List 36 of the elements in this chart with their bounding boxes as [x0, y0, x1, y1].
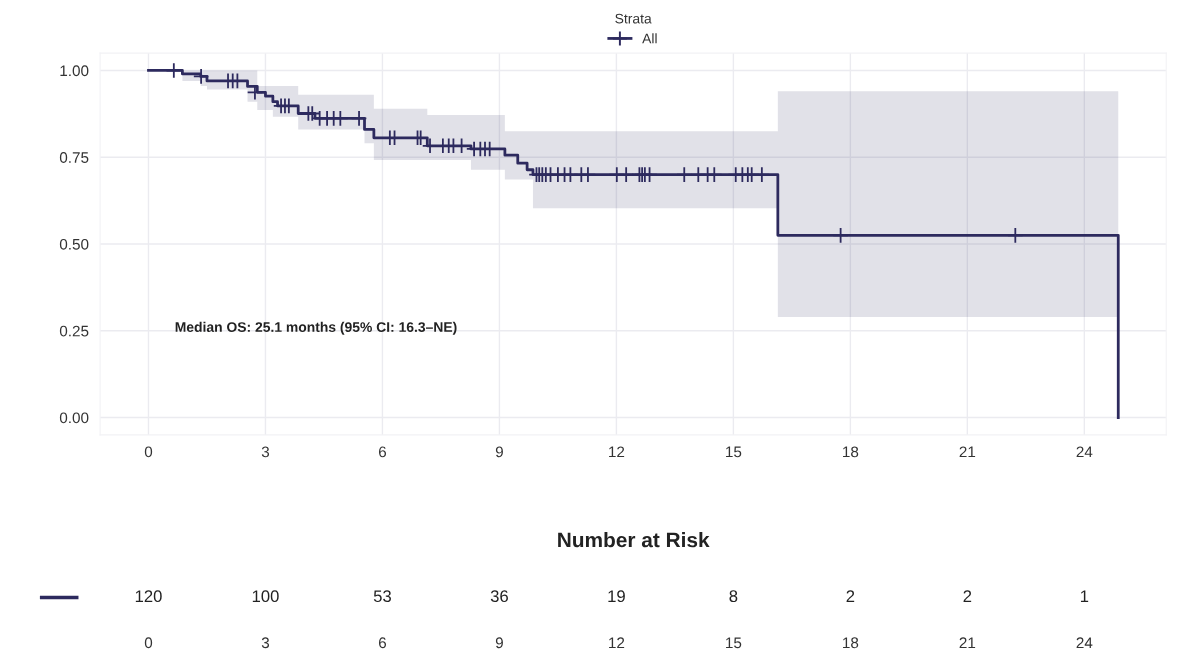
legend-label: All — [642, 33, 657, 44]
data-label: 36 — [490, 590, 508, 603]
x-tick-label: 24 — [1076, 637, 1093, 649]
legend-title: Strata — [615, 13, 652, 24]
y-tick-label: 0.75 — [59, 152, 89, 163]
data-label: 1 — [1080, 590, 1089, 602]
x-tick-label: 6 — [378, 637, 387, 649]
y-tick-label: 0.25 — [59, 325, 89, 337]
data-label: 19 — [608, 590, 625, 603]
data-label: 8 — [729, 590, 738, 603]
x-tick-label: 6 — [378, 446, 387, 458]
y-tick-label: 0.50 — [59, 238, 89, 250]
data-label: 53 — [373, 590, 391, 603]
data-label: 100 — [252, 590, 279, 603]
annotation: Median OS: 25.1 months (95% CI: 16.3–NE) — [175, 321, 457, 335]
x-tick-label: 15 — [726, 446, 742, 458]
x-tick-label: 0 — [144, 637, 153, 649]
x-tick-label: 18 — [843, 446, 859, 458]
y-tick-label: 1.00 — [60, 65, 89, 77]
x-tick-label: 15 — [726, 637, 742, 649]
x-tick-label: 21 — [959, 446, 976, 458]
x-tick-label: 3 — [261, 446, 270, 458]
x-tick-label: 3 — [261, 637, 270, 649]
x-tick-label: 9 — [495, 637, 503, 649]
x-tick-label: 18 — [843, 637, 859, 649]
x-tick-label: 0 — [144, 446, 153, 458]
x-tick-label: 24 — [1076, 446, 1093, 458]
x-tick-label: 12 — [609, 637, 625, 649]
data-label: 2 — [963, 590, 972, 602]
x-tick-label: 12 — [609, 446, 625, 458]
data-label: 2 — [846, 590, 855, 602]
x-tick-label: 21 — [959, 637, 976, 649]
y-tick-label: 0.00 — [59, 412, 89, 424]
data-label: 120 — [135, 590, 162, 603]
x-tick-label: 9 — [495, 446, 503, 458]
chart-title: Number at Risk — [558, 532, 710, 548]
